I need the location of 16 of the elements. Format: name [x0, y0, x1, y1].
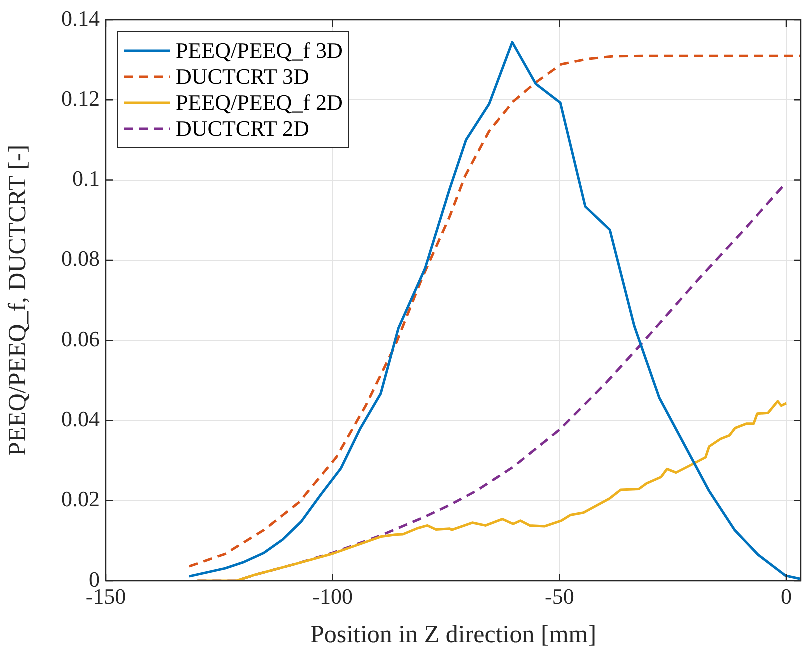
- y-tick-label: 0.08: [62, 246, 100, 272]
- legend-label: PEEQ/PEEQ_f 3D: [176, 38, 343, 63]
- legend-label: DUCTCRT 3D: [176, 64, 310, 89]
- y-tick-label: 0.1: [72, 166, 100, 192]
- y-tick-label: 0.12: [62, 86, 100, 111]
- x-tick-label: -50: [544, 584, 574, 609]
- y-axis-title: PEEQ/PEEQ_f, DUCTCRT [-]: [4, 144, 32, 456]
- y-tick-label: 0.14: [62, 6, 100, 31]
- y-tick-label: 0.02: [62, 486, 100, 512]
- y-tick-label: 0.04: [62, 406, 100, 432]
- legend-label: PEEQ/PEEQ_f 2D: [176, 90, 343, 115]
- x-tick-label: -100: [312, 584, 353, 609]
- legend-label: DUCTCRT 2D: [176, 116, 310, 141]
- y-tick-label: 0.06: [62, 326, 100, 352]
- x-axis-title: Position in Z direction [mm]: [310, 622, 597, 649]
- x-tick-label: 0: [780, 584, 792, 609]
